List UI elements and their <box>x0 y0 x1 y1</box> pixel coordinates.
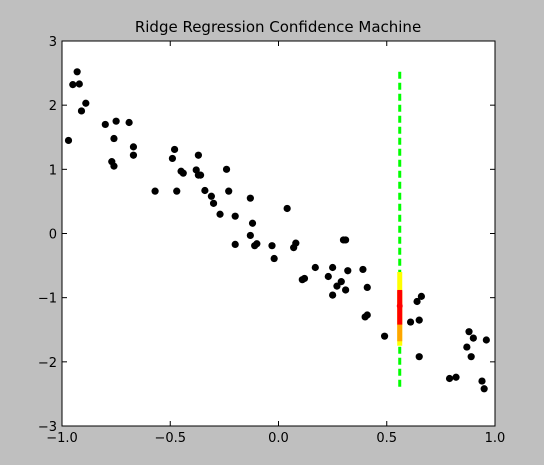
scatter-point <box>283 204 291 213</box>
x-tick-label: −0.5 <box>154 431 186 446</box>
scatter-point <box>337 278 345 286</box>
scatter-point <box>465 328 473 336</box>
chart-title: Ridge Regression Confidence Machine <box>135 18 421 36</box>
scatter-point <box>413 297 421 306</box>
y-axis: −3 −2 −1 0 1 2 3 <box>38 35 495 435</box>
scatter-point <box>324 272 332 281</box>
y-tick-label: 1 <box>49 163 57 178</box>
scatter-point <box>129 143 138 151</box>
scatter-point <box>417 292 425 300</box>
scatter-point <box>222 165 231 173</box>
scatter-point <box>173 187 181 195</box>
scatter-point <box>268 242 276 250</box>
scatter-point <box>209 199 218 207</box>
scatter-point <box>359 265 367 274</box>
scatter-point <box>342 286 350 294</box>
x-tick-label: −1.0 <box>46 431 78 446</box>
scatter-point <box>179 169 187 177</box>
scatter-point <box>125 118 133 127</box>
scatter-point <box>64 136 73 145</box>
prediction-point <box>396 303 403 310</box>
scatter-points <box>64 68 490 393</box>
x-axis: −1.0 −0.5 0.0 0.5 1.0 <box>46 41 505 446</box>
prediction-intervals <box>396 71 403 389</box>
scatter-point <box>445 374 454 383</box>
y-tick-label: −3 <box>38 420 57 435</box>
scatter-point <box>77 107 86 115</box>
x-tick-label: 0.0 <box>268 431 289 446</box>
scatter-point <box>467 353 475 361</box>
scatter-point <box>110 162 118 170</box>
scatter-point <box>463 343 471 351</box>
scatter-point <box>292 239 300 247</box>
scatter-point <box>151 187 159 195</box>
scatter-point <box>110 134 118 143</box>
x-tick-label: 0.5 <box>376 431 397 446</box>
scatter-point <box>225 187 233 195</box>
scatter-point <box>196 171 205 179</box>
scatter-point <box>73 68 81 76</box>
scatter-point <box>311 263 319 272</box>
scatter-point <box>270 254 278 263</box>
scatter-point <box>231 212 239 220</box>
scatter-point <box>333 282 341 290</box>
scatter-point <box>344 267 352 275</box>
scatter-point <box>342 236 350 244</box>
scatter-point <box>129 151 138 159</box>
scatter-point <box>363 283 371 291</box>
scatter-point <box>482 336 490 344</box>
scatter-point <box>216 210 224 218</box>
scatter-point <box>168 154 177 163</box>
plot-area <box>62 41 495 426</box>
y-tick-label: −2 <box>38 356 57 371</box>
scatter-point <box>469 334 477 342</box>
scatter-point <box>82 99 90 107</box>
y-tick-label: 0 <box>49 228 57 243</box>
scatter-point <box>246 194 254 202</box>
scatter-point <box>415 353 423 361</box>
scatter-point <box>478 377 486 385</box>
scatter-point <box>207 192 215 200</box>
y-tick-label: −1 <box>38 292 57 307</box>
scatter-point <box>201 186 209 195</box>
scatter-point <box>480 385 488 393</box>
scatter-point <box>253 240 261 248</box>
scatter-point <box>248 219 257 227</box>
scatter-point <box>452 373 460 381</box>
scatter-point <box>300 274 309 283</box>
scatter-point <box>246 231 254 240</box>
scatter-point <box>75 80 83 88</box>
scatter-point <box>329 291 337 299</box>
scatter-point <box>329 263 337 272</box>
scatter-point <box>69 81 77 89</box>
y-tick-label: 2 <box>49 99 57 114</box>
scatter-point <box>170 145 179 154</box>
x-tick-label: 1.0 <box>485 431 506 446</box>
y-tick-label: 3 <box>49 35 57 50</box>
scatter-point <box>194 151 202 159</box>
scatter-point <box>101 120 109 129</box>
scatter-point <box>406 318 415 326</box>
scatter-point <box>415 316 423 324</box>
scatter-point <box>231 240 239 249</box>
scatter-point <box>380 332 389 340</box>
scatter-point <box>363 311 371 319</box>
scatter-point <box>112 117 120 125</box>
